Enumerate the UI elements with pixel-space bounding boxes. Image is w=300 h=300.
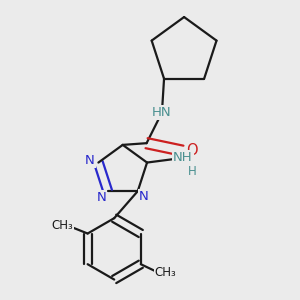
- Text: CH₃: CH₃: [154, 266, 176, 279]
- Text: NH: NH: [173, 151, 193, 164]
- Text: N: N: [85, 154, 95, 167]
- Text: H: H: [188, 165, 197, 178]
- Text: N: N: [139, 190, 149, 203]
- Text: N: N: [97, 191, 106, 205]
- Text: HN: HN: [152, 106, 172, 119]
- Text: CH₃: CH₃: [51, 219, 73, 232]
- Text: O: O: [186, 143, 198, 158]
